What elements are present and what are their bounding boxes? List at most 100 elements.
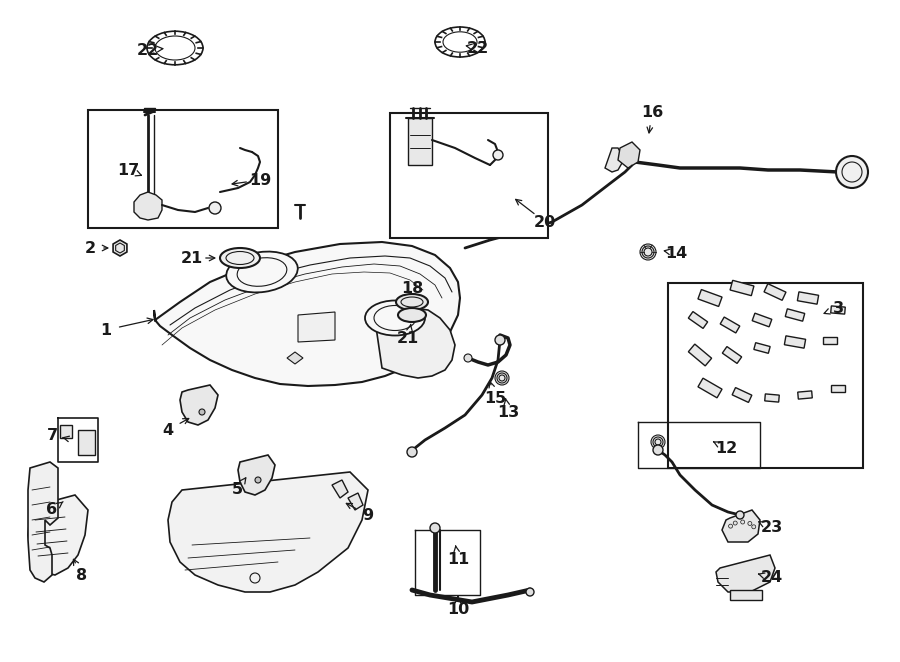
Text: 6: 6 [47,502,58,518]
Text: 13: 13 [497,404,519,420]
Polygon shape [720,317,740,333]
Circle shape [734,521,737,525]
Text: 21: 21 [397,330,419,346]
Polygon shape [722,510,760,542]
Text: 5: 5 [231,483,243,498]
Ellipse shape [220,248,260,268]
Circle shape [736,511,744,519]
Polygon shape [765,394,779,402]
Polygon shape [154,242,460,386]
Text: 7: 7 [47,428,58,442]
Polygon shape [348,493,363,510]
Circle shape [842,162,862,182]
Circle shape [642,246,654,258]
Polygon shape [116,243,124,253]
Polygon shape [730,280,754,296]
Circle shape [836,156,868,188]
Polygon shape [287,352,303,364]
Polygon shape [28,462,58,582]
Bar [390,113,548,238]
Polygon shape [754,343,770,354]
Circle shape [526,588,534,596]
Ellipse shape [374,305,416,330]
Polygon shape [688,312,707,328]
Text: 23: 23 [760,520,783,536]
Text: 19: 19 [249,173,271,187]
Text: 2: 2 [85,240,95,256]
Text: 1: 1 [101,322,112,338]
Polygon shape [797,292,819,304]
Text: 10: 10 [447,602,469,618]
Polygon shape [831,385,845,391]
Circle shape [255,477,261,483]
Text: 22: 22 [467,40,489,56]
Bar [88,110,278,228]
Polygon shape [786,308,805,321]
Circle shape [729,524,733,528]
Text: 24: 24 [760,571,783,585]
Text: 16: 16 [641,105,663,120]
Text: 9: 9 [363,508,374,522]
Circle shape [499,375,505,381]
Polygon shape [298,312,335,342]
Circle shape [199,409,205,415]
Polygon shape [764,284,786,301]
Circle shape [495,335,505,345]
Bar [668,283,863,468]
Polygon shape [60,425,72,438]
Polygon shape [797,391,813,399]
Polygon shape [28,495,88,575]
Ellipse shape [398,308,426,322]
Polygon shape [408,118,432,165]
Text: 22: 22 [137,42,159,58]
Polygon shape [134,192,162,220]
Polygon shape [618,142,640,168]
Text: 11: 11 [447,553,469,567]
Circle shape [250,573,260,583]
Polygon shape [375,308,455,378]
Polygon shape [238,455,275,495]
Text: 12: 12 [715,440,737,455]
Ellipse shape [226,252,298,293]
Polygon shape [785,336,806,348]
Ellipse shape [401,297,423,307]
Polygon shape [716,555,775,592]
Polygon shape [168,472,368,592]
Polygon shape [823,336,837,344]
Circle shape [748,522,752,526]
Text: 8: 8 [76,567,87,583]
Circle shape [209,202,221,214]
Polygon shape [698,378,722,398]
Circle shape [407,447,417,457]
Text: 15: 15 [484,391,506,406]
Polygon shape [698,289,722,307]
Polygon shape [113,240,127,256]
Ellipse shape [396,294,428,310]
Text: 3: 3 [832,301,843,316]
Polygon shape [733,387,751,402]
Circle shape [644,248,652,256]
Text: 20: 20 [534,214,556,230]
Text: 17: 17 [117,162,140,177]
Circle shape [651,435,665,449]
Circle shape [655,439,661,445]
Text: 21: 21 [181,250,203,265]
Circle shape [653,437,663,447]
Ellipse shape [365,301,425,336]
Polygon shape [831,306,845,314]
Circle shape [493,150,503,160]
Polygon shape [688,344,712,366]
Text: 14: 14 [665,246,687,261]
Circle shape [653,445,663,455]
Polygon shape [723,347,742,363]
Circle shape [497,373,507,383]
Polygon shape [78,430,95,455]
Text: 18: 18 [400,281,423,295]
Polygon shape [180,385,218,425]
Circle shape [430,523,440,533]
Circle shape [640,244,656,260]
Circle shape [495,371,509,385]
Circle shape [741,520,744,524]
Polygon shape [752,313,772,327]
Polygon shape [730,590,762,600]
